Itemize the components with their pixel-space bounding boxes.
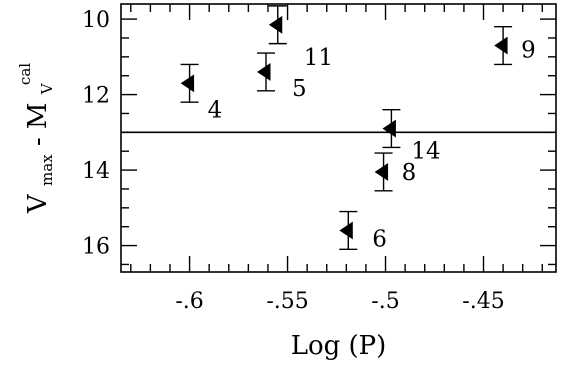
- y-axis: 10 12 14 16: [82, 8, 556, 266]
- data-point-11: 11: [268, 5, 333, 71]
- y-title-main-sub: max: [38, 154, 56, 186]
- triangle-marker: [374, 163, 389, 181]
- y-tick-label: 16: [82, 235, 110, 260]
- y-title-main: V: [23, 193, 53, 214]
- point-label: 5: [292, 76, 307, 102]
- y-axis-title: V max - M V cal: [16, 63, 59, 214]
- x-axis-title: Log (P): [291, 331, 387, 361]
- triangle-marker: [339, 221, 353, 240]
- y-tick-label: 14: [82, 159, 110, 184]
- x-tick-label: -.6: [175, 289, 203, 314]
- x-tick-label: -.45: [462, 289, 504, 314]
- y-title-separator: -: [23, 129, 53, 146]
- x-axis: -.6 -.55 -.5 -.45: [130, 4, 543, 314]
- triangle-marker: [268, 15, 283, 34]
- data-points: 4 5 11 6 814 9: [180, 5, 536, 252]
- triangle-marker: [382, 119, 396, 138]
- triangle-marker: [257, 63, 271, 81]
- y-tick-label: 12: [82, 84, 110, 109]
- plot-border: [120, 3, 557, 273]
- point-label: 11: [304, 45, 333, 71]
- point-label: 8: [402, 160, 417, 186]
- y-title-second-sup: cal: [16, 63, 34, 85]
- data-point-14: 14: [382, 108, 441, 165]
- data-point-8: 8: [374, 152, 417, 192]
- x-tick-label: -.5: [371, 289, 399, 314]
- y-tick-label: 10: [82, 8, 110, 33]
- y-title-second: M: [23, 102, 53, 129]
- y-title-second-sub: V: [38, 82, 56, 95]
- triangle-marker: [180, 74, 195, 93]
- data-point-9: 9: [494, 25, 536, 66]
- point-label: 6: [372, 226, 387, 252]
- point-label: 4: [208, 97, 223, 123]
- point-label: 14: [411, 139, 440, 165]
- x-tick-label: -.55: [266, 289, 308, 314]
- triangle-marker: [494, 36, 508, 55]
- data-point-5: 5: [257, 52, 307, 102]
- point-label: 9: [521, 38, 536, 64]
- data-point-6: 6: [339, 210, 387, 252]
- data-point-4: 4: [180, 63, 223, 123]
- plot-frame: [120, 3, 557, 273]
